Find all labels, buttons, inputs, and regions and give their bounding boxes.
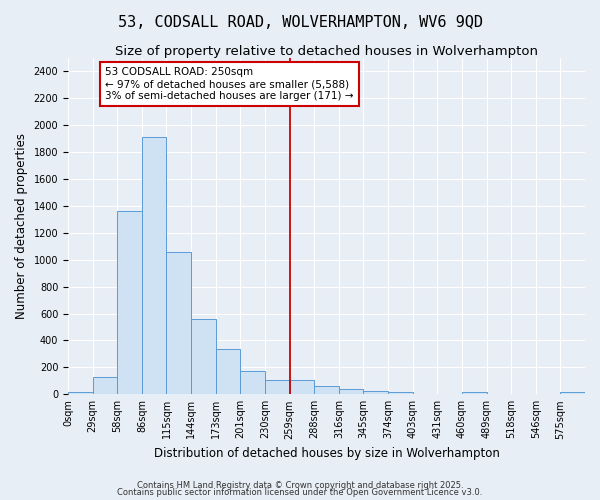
Text: 53, CODSALL ROAD, WOLVERHAMPTON, WV6 9QD: 53, CODSALL ROAD, WOLVERHAMPTON, WV6 9QD [118, 15, 482, 30]
Title: Size of property relative to detached houses in Wolverhampton: Size of property relative to detached ho… [115, 45, 538, 58]
Text: 53 CODSALL ROAD: 250sqm
← 97% of detached houses are smaller (5,588)
3% of semi-: 53 CODSALL ROAD: 250sqm ← 97% of detache… [105, 68, 353, 100]
X-axis label: Distribution of detached houses by size in Wolverhampton: Distribution of detached houses by size … [154, 447, 499, 460]
Bar [560, 392, 585, 394]
Text: Contains public sector information licensed under the Open Government Licence v3: Contains public sector information licen… [118, 488, 482, 497]
Bar [290, 380, 314, 394]
Text: Contains HM Land Registry data © Crown copyright and database right 2025.: Contains HM Land Registry data © Crown c… [137, 480, 463, 490]
Bar [241, 372, 265, 394]
Bar [191, 319, 216, 394]
Bar [216, 349, 241, 395]
Bar [142, 138, 166, 394]
Bar [339, 389, 364, 394]
Bar [117, 212, 142, 394]
Bar [364, 391, 388, 394]
Bar [92, 377, 117, 394]
Bar [314, 386, 339, 394]
Bar [388, 392, 413, 394]
Y-axis label: Number of detached properties: Number of detached properties [15, 133, 28, 319]
Bar [265, 380, 290, 394]
Bar [166, 252, 191, 394]
Bar [68, 392, 92, 394]
Bar [462, 392, 487, 394]
